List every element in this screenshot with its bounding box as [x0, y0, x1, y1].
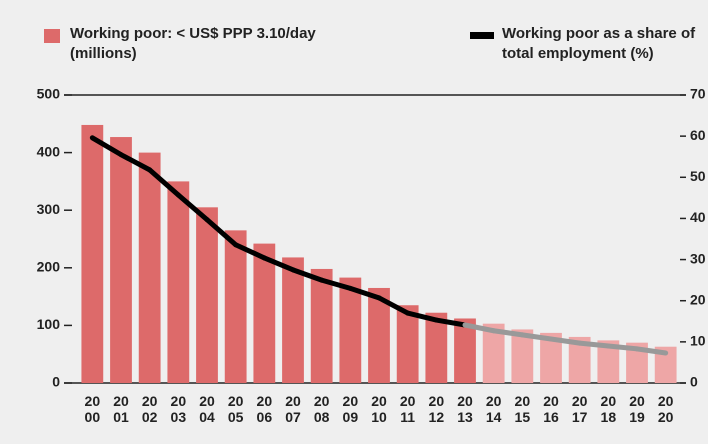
line-segment — [491, 328, 525, 338]
x-tick-label: 20 10 — [371, 393, 387, 425]
legend-bar: Working poor: < US$ PPP 3.10/day (millio… — [70, 25, 316, 62]
bar — [167, 181, 190, 383]
line-segment — [548, 336, 583, 346]
bar — [540, 332, 562, 383]
bar — [568, 336, 591, 383]
bar — [282, 257, 304, 383]
legend-swatch-line — [470, 32, 494, 39]
y2-tick-label: 0 — [690, 374, 698, 390]
bar — [626, 342, 648, 383]
line-segment — [261, 255, 296, 273]
x-tick-label: 20 13 — [457, 393, 473, 425]
bar — [253, 243, 276, 383]
bar — [425, 312, 448, 383]
line-segment — [605, 343, 640, 352]
bar — [454, 318, 476, 383]
bar — [110, 137, 132, 383]
y2-tick-label: 40 — [690, 209, 706, 225]
bar — [511, 329, 534, 383]
bar — [339, 277, 362, 383]
line-segment — [118, 152, 153, 173]
y2-tick-label: 70 — [690, 86, 706, 102]
bar — [396, 305, 419, 383]
x-tick-label: 20 04 — [199, 393, 215, 425]
bar — [597, 340, 620, 383]
x-tick-label: 20 14 — [486, 393, 502, 425]
x-tick-label: 20 12 — [429, 393, 445, 425]
x-tick-label: 20 09 — [343, 393, 359, 425]
line-segment — [89, 135, 124, 158]
x-tick-label: 20 03 — [171, 393, 187, 425]
bar — [196, 207, 218, 383]
line-segment — [319, 277, 353, 291]
line-segment — [433, 317, 468, 328]
y2-tick-label: 30 — [690, 250, 706, 266]
x-tick-label: 20 11 — [400, 393, 416, 425]
bar — [224, 230, 247, 383]
x-tick-label: 20 06 — [257, 393, 273, 425]
legend-swatch-bar — [44, 29, 60, 43]
bar — [482, 323, 505, 383]
line-segment — [405, 310, 439, 323]
line-segment — [347, 285, 382, 301]
x-tick-label: 20 08 — [314, 393, 330, 425]
x-tick-label: 20 02 — [142, 393, 158, 425]
x-tick-label: 20 20 — [658, 393, 674, 425]
x-tick-label: 20 00 — [85, 393, 101, 425]
x-tick-label: 20 07 — [285, 393, 301, 425]
y-tick-label: 500 — [37, 86, 61, 102]
bar — [138, 152, 161, 383]
bar — [654, 346, 677, 383]
line-segment — [175, 192, 210, 223]
y-tick-label: 100 — [37, 316, 61, 332]
line-segment — [290, 267, 325, 283]
line-segment — [634, 346, 669, 356]
y2-tick-label: 20 — [690, 291, 706, 307]
line-segment — [519, 332, 554, 342]
y2-tick-label: 60 — [690, 127, 706, 143]
line-segment — [233, 242, 267, 261]
line-segment — [376, 295, 411, 316]
legend-line: Working poor as a share of total employm… — [502, 25, 696, 62]
x-tick-label: 20 01 — [113, 393, 129, 425]
y-tick-label: 0 — [52, 374, 60, 390]
y-tick-label: 400 — [37, 143, 61, 159]
y2-tick-label: 50 — [690, 168, 706, 184]
x-tick-label: 20 18 — [601, 393, 617, 425]
bar — [368, 287, 390, 383]
y-tick-label: 200 — [37, 259, 61, 275]
x-tick-label: 20 17 — [572, 393, 588, 425]
line-segment — [577, 340, 611, 349]
x-tick-label: 20 19 — [629, 393, 645, 425]
x-tick-label: 20 15 — [515, 393, 531, 425]
line-segment — [147, 167, 181, 198]
line-segment — [204, 217, 239, 248]
x-tick-label: 20 05 — [228, 393, 244, 425]
y-tick-label: 300 — [37, 201, 61, 217]
line-segment — [462, 322, 497, 334]
bar — [310, 268, 333, 383]
bar — [81, 124, 104, 384]
y2-tick-label: 10 — [690, 333, 706, 349]
x-tick-label: 20 16 — [543, 393, 559, 425]
